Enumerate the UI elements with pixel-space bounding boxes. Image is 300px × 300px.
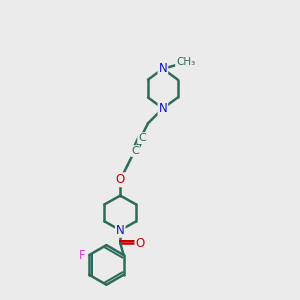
- Text: O: O: [116, 173, 125, 186]
- Text: N: N: [158, 102, 167, 115]
- Text: C: C: [131, 146, 139, 156]
- Text: CH₃: CH₃: [176, 57, 195, 67]
- Text: O: O: [136, 237, 145, 250]
- Text: F: F: [79, 248, 86, 262]
- Text: C: C: [138, 133, 146, 143]
- Text: N: N: [158, 62, 167, 75]
- Text: N: N: [116, 224, 125, 237]
